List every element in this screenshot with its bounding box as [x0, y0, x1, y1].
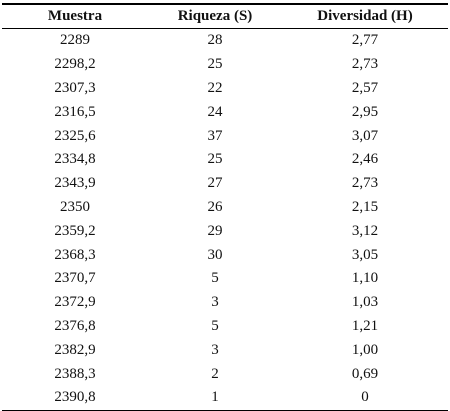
table-cell: 3,05	[351, 246, 379, 263]
table-row: 2334,8 25 2,46	[2, 148, 448, 172]
table-cell: 2388,3	[54, 365, 96, 382]
table-cell: 29	[207, 222, 223, 239]
table-cell: 26	[207, 198, 223, 215]
table-cell: 2390,8	[2, 385, 148, 411]
table-cell: 2,73	[351, 175, 379, 192]
table-row: 2298,2 25 2,73	[2, 53, 448, 77]
table-cell: 30	[207, 246, 223, 263]
table-cell: 2298,2	[54, 56, 96, 73]
table-cell: 1,10	[351, 270, 379, 287]
table-cell: 2334,8	[54, 151, 96, 168]
table-cell: 2,77	[351, 32, 379, 49]
table-cell: 2307,3	[54, 79, 96, 96]
table-cell: 2	[211, 365, 219, 382]
table-cell: 2,73	[351, 56, 379, 73]
table-cell: 1,03	[351, 294, 379, 311]
table-cell: 2382,9	[54, 341, 96, 358]
table-cell: 2289	[60, 32, 90, 49]
table-row: 2307,3 22 2,57	[2, 77, 448, 101]
table-cell: 2,46	[351, 151, 379, 168]
data-table: Muestra Riqueza (S) Diversidad (H) 2289 2…	[2, 3, 448, 411]
table-row: 2359,2 29 3,12	[2, 219, 448, 243]
table-cell: 2350	[60, 198, 90, 215]
table-cell: 3	[211, 341, 219, 358]
table-body: 2289 28 2,77 2298,2 25 2,73 2307,3 22 2,57 2316,5…	[2, 29, 448, 411]
table-row: 2350 26 2,15	[2, 196, 448, 220]
table-cell: 2,95	[351, 103, 379, 120]
table-header: Muestra Riqueza (S) Diversidad (H)	[2, 3, 448, 29]
header-row: Muestra Riqueza (S) Diversidad (H)	[2, 3, 448, 29]
table-cell: 3,12	[351, 222, 379, 239]
table-row: 2372,9 3 1,03	[2, 291, 448, 315]
table-cell: 5	[211, 317, 219, 334]
table-row: 2343,9 27 2,73	[2, 172, 448, 196]
table-row: 2388,3 2 0,69	[2, 362, 448, 386]
table-cell: 5	[211, 270, 219, 287]
table-cell: 2325,6	[54, 127, 96, 144]
table-row: 2325,6 37 3,07	[2, 124, 448, 148]
table-row: 2376,8 5 1,21	[2, 315, 448, 339]
column-header: Riqueza (S)	[148, 3, 282, 29]
table-cell: 3,07	[351, 127, 379, 144]
column-header: Muestra	[2, 3, 148, 29]
table-cell: 2,57	[351, 79, 379, 96]
table-cell: 27	[207, 175, 223, 192]
table-cell: 2370,7	[54, 270, 96, 287]
table-cell: 2376,8	[54, 317, 96, 334]
table-cell: 2359,2	[54, 222, 96, 239]
table-cell: 25	[207, 151, 223, 168]
column-header: Diversidad (H)	[282, 3, 448, 29]
table-cell: 2343,9	[54, 175, 96, 192]
table-cell: 2316,5	[54, 103, 96, 120]
table-row: 2382,9 3 1,00	[2, 338, 448, 362]
table-cell: 1	[148, 385, 282, 411]
table-cell: 2,15	[351, 198, 379, 215]
table-row: 2316,5 24 2,95	[2, 100, 448, 124]
table-cell: 1,00	[351, 341, 379, 358]
table-cell: 2368,3	[54, 246, 96, 263]
table-cell: 37	[207, 127, 223, 144]
table-cell: 1,21	[351, 317, 379, 334]
table-row: 2370,7 5 1,10	[2, 267, 448, 291]
table-cell: 0,69	[351, 365, 379, 382]
table-cell: 22	[207, 79, 223, 96]
table-row: 2368,3 30 3,05	[2, 243, 448, 267]
table-cell: 28	[207, 32, 223, 49]
table-cell: 25	[207, 56, 223, 73]
table-cell: 24	[207, 103, 223, 120]
table-cell: 3	[211, 294, 219, 311]
table-cell: 0	[282, 385, 448, 411]
table-row: 2390,8 1 0	[2, 385, 448, 411]
table-row: 2289 28 2,77	[2, 29, 448, 53]
table-cell: 2372,9	[54, 294, 96, 311]
